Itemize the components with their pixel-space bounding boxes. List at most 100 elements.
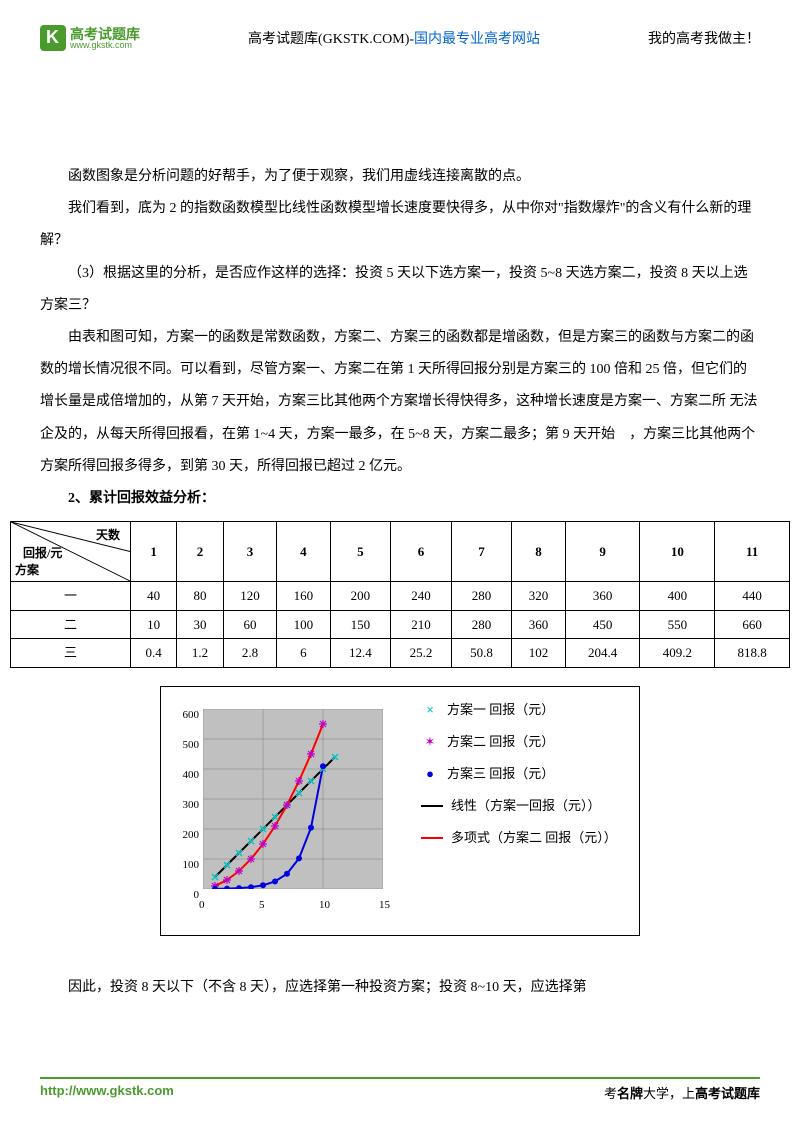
legend-line-icon	[421, 837, 443, 839]
cell: 1.2	[177, 639, 223, 668]
paragraph: 函数图象是分析问题的好帮手，为了便于观察，我们用虚线连接离散的点。	[40, 161, 760, 193]
cell: 12.4	[330, 639, 391, 668]
y-tick-label: 100	[171, 853, 199, 878]
cell: 660	[715, 610, 790, 639]
row-label: 一	[11, 582, 131, 611]
y-tick-label: 300	[171, 793, 199, 818]
table-header-row: 天数 回报/元 方案 1 2 3 4 5 6 7 8 9 10 11	[11, 522, 790, 582]
y-tick-label: 600	[171, 703, 199, 728]
cell: 160	[277, 582, 330, 611]
footer-url: http://www.gkstk.com	[40, 1083, 174, 1102]
legend-label: 方案一 回报（元）	[447, 701, 554, 719]
legend-item: ✶ 方案二 回报（元）	[421, 733, 617, 751]
cell: 818.8	[715, 639, 790, 668]
cell: 550	[640, 610, 715, 639]
footer-text: 大学，上	[643, 1086, 695, 1101]
col-header: 2	[177, 522, 223, 582]
chart-svg	[203, 709, 383, 889]
x-tick-label: 10	[319, 893, 330, 918]
site-logo: 高考试题库 www.gkstk.com	[40, 25, 140, 51]
cell: 360	[512, 610, 565, 639]
y-tick-label: 200	[171, 823, 199, 848]
x-tick-label: 0	[199, 893, 205, 918]
x-tick-label: 5	[259, 893, 265, 918]
cell: 204.4	[565, 639, 640, 668]
legend-item: 线性（方案一回报（元））	[421, 797, 617, 815]
footer-slogan: 考名牌大学，上高考试题库	[604, 1083, 760, 1102]
table-row: 一 40 80 120 160 200 240 280 320 360 400 …	[11, 582, 790, 611]
cell: 200	[330, 582, 391, 611]
paragraph: 我们看到，底为 2 的指数函数模型比线性函数模型增长速度要快得多，从中你对"指数…	[40, 193, 760, 257]
chart-container: 0100200300400500600 051015 ×方案一 回报（元）✶方案…	[160, 686, 640, 936]
cell: 0.4	[131, 639, 177, 668]
legend-marker-icon: ×	[421, 701, 439, 719]
table-row: 三 0.4 1.2 2.8 6 12.4 25.2 50.8 102 204.4…	[11, 639, 790, 668]
legend-label: 方案二 回报（元）	[447, 733, 554, 751]
page-footer: http://www.gkstk.com 考名牌大学，上高考试题库	[40, 1077, 760, 1102]
cell: 25.2	[391, 639, 452, 668]
col-header: 11	[715, 522, 790, 582]
col-header: 3	[223, 522, 276, 582]
logo-text-en: www.gkstk.com	[70, 41, 140, 50]
col-header: 6	[391, 522, 452, 582]
chart-legend: × 方案一 回报（元） ✶ 方案二 回报（元） ● 方案三 回报（元） 线性（方案一回报（元…	[421, 701, 617, 862]
paragraph: （3）根据这里的分析，是否应作这样的选择：投资 5 天以下选方案一，投资 5~8…	[40, 258, 760, 322]
cell: 30	[177, 610, 223, 639]
cell: 100	[277, 610, 330, 639]
cell: 409.2	[640, 639, 715, 668]
cell: 40	[131, 582, 177, 611]
header-tagline: 国内最专业高考网站	[414, 32, 540, 47]
header-slogan: 我的高考我做主！	[648, 28, 760, 48]
logo-text-cn: 高考试题库	[70, 27, 140, 41]
cell: 2.8	[223, 639, 276, 668]
col-header: 1	[131, 522, 177, 582]
conclusion-paragraph: 因此，投资 8 天以下（不含 8 天），应选择第一种投资方案；投资 8~10 天…	[40, 972, 760, 1004]
y-tick-label: 400	[171, 763, 199, 788]
col-header: 8	[512, 522, 565, 582]
col-header: 7	[451, 522, 512, 582]
col-header: 5	[330, 522, 391, 582]
cell: 60	[223, 610, 276, 639]
header-center: 高考试题库(GKSTK.COM)-国内最专业高考网站	[248, 28, 540, 48]
legend-marker-icon: ●	[421, 765, 439, 783]
chart-plot-area: 0100200300400500600 051015	[171, 701, 401, 921]
footer-text: 考	[604, 1086, 617, 1101]
legend-item: 多项式（方案二 回报（元））	[421, 829, 617, 847]
cell: 280	[451, 582, 512, 611]
corner-label-return: 回报/元	[23, 544, 62, 562]
cell: 120	[223, 582, 276, 611]
table-corner-cell: 天数 回报/元 方案	[11, 522, 131, 582]
cell: 240	[391, 582, 452, 611]
y-tick-label: 0	[171, 883, 199, 908]
y-tick-label: 500	[171, 733, 199, 758]
cell: 400	[640, 582, 715, 611]
logo-icon	[40, 25, 66, 51]
cell: 320	[512, 582, 565, 611]
col-header: 4	[277, 522, 330, 582]
cell: 210	[391, 610, 452, 639]
footer-text: 名牌	[617, 1086, 643, 1101]
section-heading: 2、累计回报效益分析：	[40, 483, 760, 515]
legend-marker-icon: ✶	[421, 733, 439, 751]
cell: 50.8	[451, 639, 512, 668]
corner-label-plan: 方案	[15, 561, 39, 579]
legend-item: ● 方案三 回报（元）	[421, 765, 617, 783]
row-label: 三	[11, 639, 131, 668]
legend-item: × 方案一 回报（元）	[421, 701, 617, 719]
legend-label: 多项式（方案二 回报（元））	[451, 829, 617, 847]
cell: 440	[715, 582, 790, 611]
document-body: 函数图象是分析问题的好帮手，为了便于观察，我们用虚线连接离散的点。 我们看到，底…	[40, 161, 760, 1004]
page-header: 高考试题库 www.gkstk.com 高考试题库(GKSTK.COM)-国内最…	[40, 25, 760, 51]
cell: 102	[512, 639, 565, 668]
cell: 6	[277, 639, 330, 668]
col-header: 9	[565, 522, 640, 582]
legend-label: 方案三 回报（元）	[447, 765, 554, 783]
cell: 450	[565, 610, 640, 639]
cell: 360	[565, 582, 640, 611]
table-row: 二 10 30 60 100 150 210 280 360 450 550 6…	[11, 610, 790, 639]
page: 高考试题库 www.gkstk.com 高考试题库(GKSTK.COM)-国内最…	[0, 0, 800, 1132]
col-header: 10	[640, 522, 715, 582]
paragraph: 由表和图可知，方案一的函数是常数函数，方案二、方案三的函数都是增函数，但是方案三…	[40, 322, 760, 483]
row-label: 二	[11, 610, 131, 639]
header-site-name: 高考试题库(GKSTK.COM)-	[248, 32, 414, 47]
